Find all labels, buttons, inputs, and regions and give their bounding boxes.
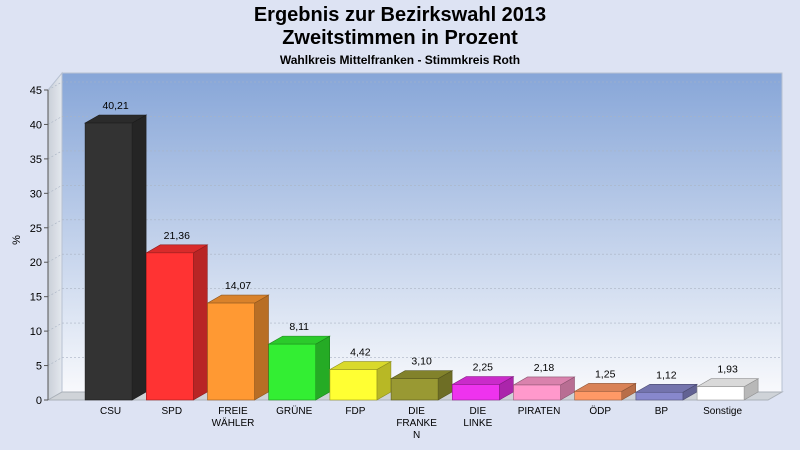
gridlines [47, 81, 782, 366]
y-tick-label: 45 [30, 85, 42, 97]
bar [512, 376, 576, 401]
chart-subtitle: Zweitstimmen in Prozent [282, 27, 518, 49]
bar-side [131, 114, 147, 401]
bar [573, 382, 637, 401]
bar-front [574, 391, 623, 401]
bar-front [329, 369, 378, 401]
gridline-side [47, 357, 63, 366]
bar [451, 375, 515, 401]
bar-front [635, 391, 684, 401]
bar [83, 114, 148, 401]
bar [145, 244, 209, 401]
gridline-side [47, 288, 63, 297]
category-label: Sonstige [703, 406, 742, 417]
bar-side [254, 294, 269, 401]
chart-titles: Ergebnis zur Bezirkswahl 2013 Zweitstimm… [0, 4, 800, 67]
category-label: BP [655, 406, 669, 417]
y-tick-label: 25 [30, 223, 42, 235]
bar [267, 335, 331, 401]
chart-title: Ergebnis zur Bezirkswahl 2013 [253, 4, 547, 26]
y-tick-label: 40 [30, 119, 42, 131]
y-tick-label: 5 [36, 361, 42, 373]
category-label: FDP [345, 406, 365, 417]
side-wall [47, 71, 63, 401]
y-tick-label: 0 [36, 395, 42, 407]
y-tick-label: 30 [30, 188, 42, 200]
category-label: SPD [162, 406, 183, 417]
category-label: PIRATEN [518, 406, 561, 417]
bar [389, 370, 454, 401]
data-labels: 40,21 21,36 14,07 8,11 4,42 3,10 2,25 2,18 1,25 1… [102, 100, 738, 381]
data-label: 1,93 [717, 364, 738, 376]
gridline-side [47, 185, 63, 194]
category-label: DIE [469, 406, 486, 417]
bar-front [451, 384, 500, 401]
data-label: 14,07 [225, 280, 251, 292]
category-label: LINKE [463, 418, 492, 429]
data-label: 8,11 [289, 321, 309, 333]
bar [206, 294, 270, 401]
bar-front [268, 343, 317, 401]
data-label: 21,36 [164, 230, 190, 242]
gridline-side [47, 253, 63, 263]
data-label: 4,42 [350, 347, 371, 359]
data-label: 1,12 [656, 369, 677, 381]
bar [695, 378, 760, 401]
y-tick-label: 35 [30, 154, 42, 166]
data-label: 1,25 [595, 368, 616, 380]
data-label: 2,18 [534, 362, 555, 374]
bar-side [193, 244, 208, 401]
y-tick-label: 10 [30, 326, 42, 338]
category-label: CSU [100, 406, 121, 417]
data-label: 2,25 [473, 362, 494, 374]
category-label: WÄHLER [212, 417, 255, 429]
category-label: ÖDP [589, 405, 611, 417]
gridline-side [47, 81, 63, 91]
bar-side [315, 335, 331, 401]
bar [634, 383, 699, 401]
data-label: 3,10 [411, 356, 432, 368]
category-label: DIE [408, 406, 425, 417]
data-label: 40,21 [102, 100, 128, 112]
category-label: GRÜNE [276, 405, 312, 417]
gridline-side [47, 219, 63, 229]
bars [83, 114, 760, 401]
bar-front [513, 384, 561, 401]
y-axis: 0 5 10 15 20 25 30 35 40 45 [30, 85, 49, 407]
category-label: N [413, 430, 420, 441]
bar-front [390, 378, 439, 401]
gridline-side [47, 116, 63, 125]
y-axis-label: % [11, 235, 23, 245]
bar [328, 361, 393, 401]
category-label: FREIE [218, 406, 248, 417]
bar-front [84, 122, 133, 401]
y-tick-label: 20 [30, 257, 42, 269]
bar-front [146, 252, 194, 401]
gridline-side [47, 322, 63, 332]
bar-front [696, 386, 745, 401]
y-tick-label: 15 [30, 292, 42, 304]
gridline-side [47, 150, 63, 160]
bar-front [207, 302, 255, 401]
chart-subsubtitle: Wahlkreis Mittelfranken - Stimmkreis Rot… [279, 53, 521, 67]
category-label: FRANKE [396, 418, 437, 429]
